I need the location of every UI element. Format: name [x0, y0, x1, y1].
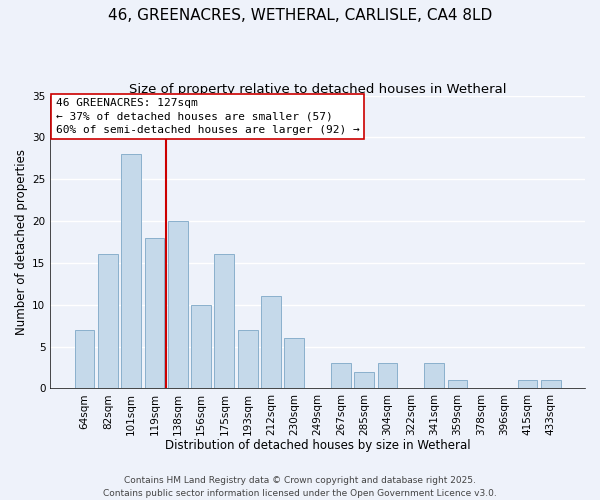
Bar [74, 330, 94, 388]
Text: 46 GREENACRES: 127sqm
← 37% of detached houses are smaller (57)
60% of semi-deta: 46 GREENACRES: 127sqm ← 37% of detached … [56, 98, 359, 135]
Bar [518, 380, 538, 388]
Text: Contains HM Land Registry data © Crown copyright and database right 2025.
Contai: Contains HM Land Registry data © Crown c… [103, 476, 497, 498]
Bar [261, 296, 281, 388]
Y-axis label: Number of detached properties: Number of detached properties [15, 149, 28, 335]
Bar [355, 372, 374, 388]
Bar [424, 363, 444, 388]
Title: Size of property relative to detached houses in Wetheral: Size of property relative to detached ho… [129, 82, 506, 96]
X-axis label: Distribution of detached houses by size in Wetheral: Distribution of detached houses by size … [165, 440, 470, 452]
Bar [377, 363, 397, 388]
Bar [541, 380, 560, 388]
Bar [238, 330, 257, 388]
Bar [121, 154, 141, 388]
Bar [98, 254, 118, 388]
Bar [145, 238, 164, 388]
Text: 46, GREENACRES, WETHERAL, CARLISLE, CA4 8LD: 46, GREENACRES, WETHERAL, CARLISLE, CA4 … [108, 8, 492, 22]
Bar [448, 380, 467, 388]
Bar [331, 363, 351, 388]
Bar [168, 221, 188, 388]
Bar [191, 304, 211, 388]
Bar [214, 254, 234, 388]
Bar [284, 338, 304, 388]
